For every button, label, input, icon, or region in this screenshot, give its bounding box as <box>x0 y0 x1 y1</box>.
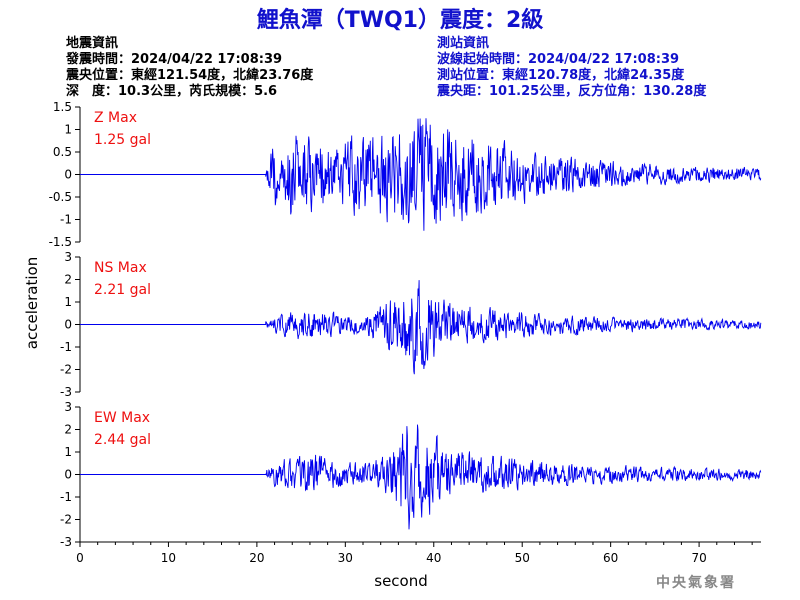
quake-info-block: 地震資訊 發震時間：2024/04/22 17:08:39 震央位置：東經121… <box>66 36 313 100</box>
y-tick-label: 2 <box>64 273 72 287</box>
x-tick-label: 40 <box>426 551 441 565</box>
y-tick-label: 3 <box>64 400 72 414</box>
y-tick-label: 0 <box>64 468 72 482</box>
chart-title: 鯉魚潭（TWQ1）震度：2級 <box>256 8 544 33</box>
y-tick-label: 0.5 <box>53 145 72 159</box>
x-tick-label: 70 <box>691 551 706 565</box>
y-tick-label: -3 <box>60 385 72 399</box>
cwa-logo: 中央氣象署 <box>656 575 736 591</box>
max-value-ew: 2.44 gal <box>94 432 151 448</box>
max-label-z: Z Max <box>94 110 137 126</box>
station-location: 測站位置：東經120.78度，北緯24.35度 <box>437 68 685 83</box>
y-axis-label: acceleration <box>23 257 41 349</box>
y-tick-label: -1 <box>60 213 72 227</box>
y-tick-label: 2 <box>64 423 72 437</box>
waveform-ew <box>80 424 762 530</box>
y-tick-label: 1.5 <box>53 100 72 114</box>
quake-info-heading: 地震資訊 <box>66 36 119 51</box>
x-tick-label: 60 <box>603 551 618 565</box>
max-label-ew: EW Max <box>94 410 150 426</box>
waveform-z <box>80 118 762 231</box>
y-tick-label: 1 <box>64 295 72 309</box>
y-tick-label: 0 <box>64 318 72 332</box>
x-tick-label: 10 <box>161 551 176 565</box>
y-tick-label: 0 <box>64 168 72 182</box>
y-tick-label: -1.5 <box>49 235 72 249</box>
max-label-ns: NS Max <box>94 260 147 276</box>
x-tick-label: 30 <box>338 551 353 565</box>
y-tick-label: -0.5 <box>49 190 72 204</box>
y-tick-label: 1 <box>64 123 72 137</box>
station-info-block: 測站資訊 波線起始時間：2024/04/22 17:08:39 測站位置：東經1… <box>437 36 706 100</box>
y-tick-label: 1 <box>64 445 72 459</box>
quake-depth-magnitude: 深 度：10.3公里，芮氏規模：5.6 <box>66 84 278 99</box>
x-tick-label: 20 <box>249 551 264 565</box>
x-tick-label: 0 <box>76 551 84 565</box>
x-axis-label: second <box>374 572 428 590</box>
quake-epicenter: 震央位置：東經121.54度，北緯23.76度 <box>66 68 314 83</box>
y-tick-label: -1 <box>60 340 72 354</box>
quake-time: 發震時間：2024/04/22 17:08:39 <box>66 52 283 67</box>
y-tick-label: -3 <box>60 535 72 549</box>
y-tick-label: -1 <box>60 490 72 504</box>
max-value-ns: 2.21 gal <box>94 282 151 298</box>
y-tick-label: -2 <box>60 513 72 527</box>
station-distance: 震央距：101.25公里，反方位角：130.28度 <box>437 84 707 99</box>
station-wave-start: 波線起始時間：2024/04/22 17:08:39 <box>437 52 680 67</box>
max-value-z: 1.25 gal <box>94 132 151 148</box>
y-tick-label: 3 <box>64 250 72 264</box>
station-info-heading: 測站資訊 <box>437 36 490 51</box>
x-tick-label: 50 <box>515 551 530 565</box>
y-tick-label: -2 <box>60 363 72 377</box>
waveform-ns <box>80 280 762 375</box>
